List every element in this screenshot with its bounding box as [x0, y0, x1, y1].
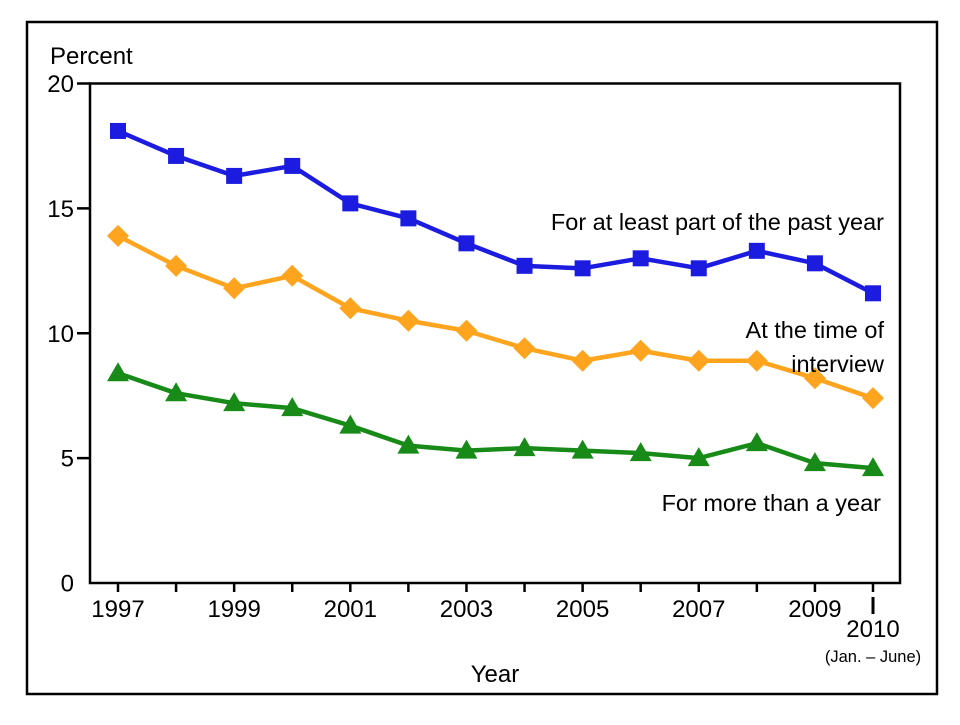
marker-diamond-at-time-of-interview: [687, 349, 710, 372]
series-label-more-than-a-year: For more than a year: [662, 490, 882, 516]
marker-square-part-of-past-year: [284, 157, 301, 174]
marker-triangle-more-than-a-year: [339, 414, 362, 434]
marker-diamond-at-time-of-interview: [281, 264, 304, 287]
y-tick-label: 0: [61, 571, 74, 598]
plot-area: 0 5 10 15 20 1997 1999 2001 2003 2005 2007 2009: [47, 71, 902, 623]
marker-diamond-at-time-of-interview: [513, 337, 536, 360]
series-line-more-than-a-year: [117, 371, 874, 471]
marker-square-part-of-past-year: [168, 147, 185, 164]
marker-square-part-of-past-year: [226, 167, 243, 184]
marker-square-part-of-past-year: [806, 255, 823, 272]
x-tick-label: 2005: [556, 596, 609, 623]
marker-triangle-more-than-a-year: [455, 439, 478, 459]
series-label-part-of-past-year: For at least part of the past year: [551, 209, 884, 235]
marker-diamond-at-time-of-interview: [339, 297, 362, 320]
series-label-at-time-of-interview-line2: interview: [791, 351, 885, 377]
marker-triangle-more-than-a-year: [629, 442, 652, 462]
figure-border: [25, 20, 939, 696]
x-tick-label-2010: 2010: [846, 616, 899, 643]
y-axis-title: Percent: [50, 43, 133, 70]
y-tick-label: 15: [47, 196, 74, 223]
marker-square-part-of-past-year: [865, 285, 881, 302]
marker-diamond-at-time-of-interview: [107, 224, 129, 247]
x-axis-title: Year: [471, 661, 520, 688]
marker-square-part-of-past-year: [574, 260, 591, 277]
x-tick-label: 2007: [672, 596, 725, 623]
series-label-at-time-of-interview-line1: At the time of: [746, 317, 885, 343]
marker-triangle-more-than-a-year: [165, 382, 188, 402]
marker-diamond-at-time-of-interview: [745, 349, 768, 372]
marker-triangle-more-than-a-year: [107, 362, 129, 382]
x-tick-label: 1997: [91, 596, 144, 623]
marker-triangle-more-than-a-year: [571, 439, 594, 459]
marker-square-part-of-past-year: [400, 210, 417, 227]
x-tick-label: 1999: [207, 596, 260, 623]
y-tick-label: 10: [47, 321, 74, 348]
marker-square-part-of-past-year: [690, 260, 707, 277]
marker-diamond-at-time-of-interview: [571, 349, 594, 372]
marker-square-part-of-past-year: [458, 235, 475, 252]
marker-square-part-of-past-year: [632, 250, 649, 267]
series-line-part-of-past-year: [117, 128, 875, 296]
marker-diamond-at-time-of-interview: [397, 309, 420, 332]
marker-triangle-more-than-a-year: [223, 392, 246, 412]
marker-triangle-more-than-a-year: [687, 447, 710, 467]
marker-diamond-at-time-of-interview: [165, 254, 188, 277]
marker-triangle-more-than-a-year: [803, 452, 826, 472]
marker-diamond-at-time-of-interview: [803, 367, 826, 390]
marker-triangle-more-than-a-year: [397, 434, 420, 454]
x-tick-note-jan-june: (Jan. – June): [825, 648, 921, 666]
marker-diamond-at-time-of-interview: [455, 319, 478, 342]
x-tick-label: 2009: [788, 596, 841, 623]
marker-triangle-more-than-a-year: [513, 437, 536, 457]
marker-diamond-at-time-of-interview: [223, 277, 246, 300]
marker-diamond-at-time-of-interview: [862, 387, 884, 410]
marker-triangle-more-than-a-year: [745, 432, 768, 452]
marker-square-part-of-past-year: [342, 195, 359, 212]
marker-triangle-more-than-a-year: [281, 397, 304, 417]
marker-triangle-more-than-a-year: [862, 457, 884, 477]
marker-diamond-at-time-of-interview: [629, 339, 652, 362]
y-tick-label: 5: [61, 446, 74, 473]
marker-square-part-of-past-year: [748, 242, 765, 259]
marker-square-part-of-past-year: [110, 122, 126, 139]
marker-square-part-of-past-year: [516, 257, 533, 274]
y-tick-label: 20: [47, 71, 74, 98]
x-tick-label: 2001: [324, 596, 377, 623]
x-tick-label: 2003: [440, 596, 493, 623]
